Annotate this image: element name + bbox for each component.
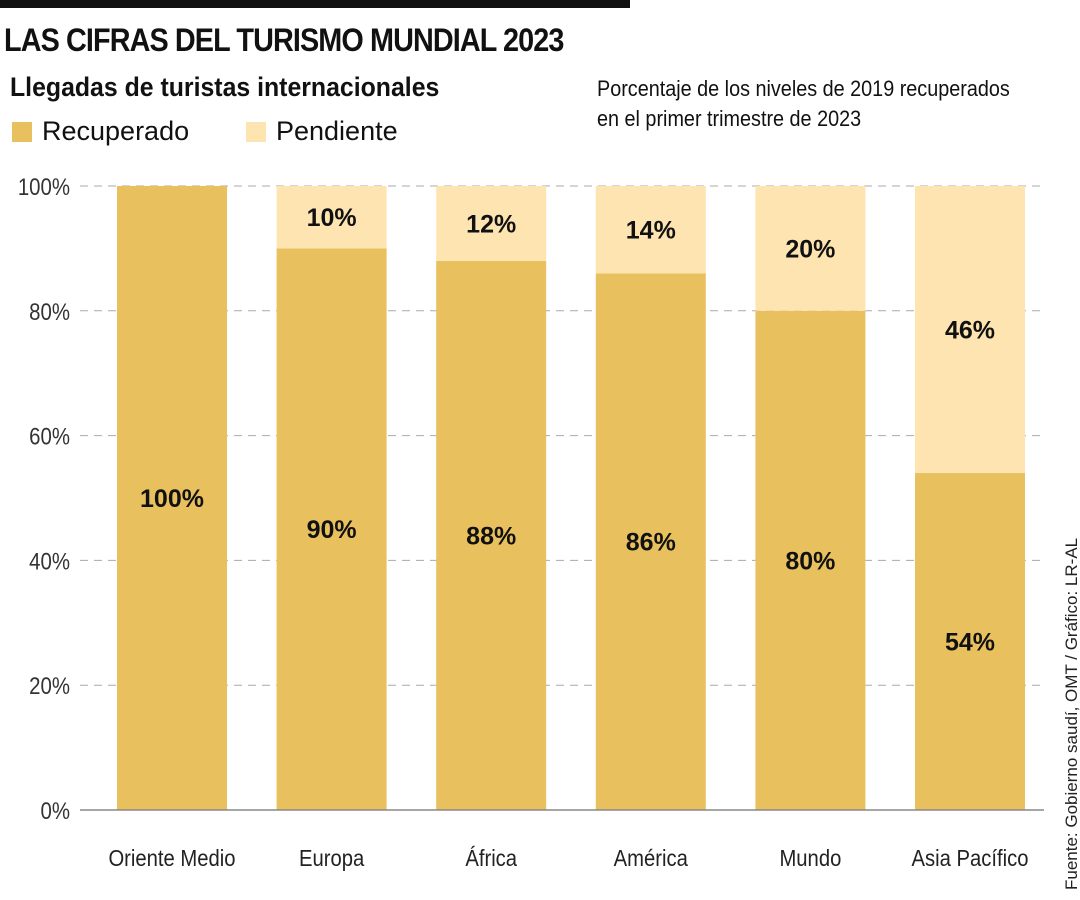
bar-recuperado: [276, 248, 387, 810]
legend-swatch-pendiente: [246, 121, 266, 142]
bar-recuperado: [755, 310, 866, 810]
data-label: 14%: [626, 217, 676, 245]
x-tick-label: Oriente Medio: [108, 845, 235, 872]
data-label: 10%: [307, 204, 357, 232]
data-label: 88%: [466, 522, 516, 550]
top-rule: [0, 0, 630, 8]
bar-pendiente: [595, 186, 706, 274]
legend-recuperado: Recuperado: [12, 116, 189, 147]
chart-note: Porcentaje de los niveles de 2019 recupe…: [597, 74, 1010, 134]
x-tick-label: África: [465, 845, 518, 872]
data-label: 46%: [945, 317, 995, 345]
bar-recuperado: [117, 186, 227, 810]
data-label: 80%: [785, 547, 835, 575]
y-tick-label: 0%: [41, 797, 70, 824]
bar-pendiente: [276, 186, 387, 249]
y-tick-label: 20%: [29, 673, 70, 700]
y-tick-label: 100%: [18, 173, 70, 200]
chart-subtitle: Llegadas de turistas internacionales: [10, 72, 440, 102]
x-tick-label: América: [614, 845, 689, 872]
data-label: 100%: [140, 485, 204, 513]
bar-pendiente: [915, 186, 1025, 474]
bar-pendiente: [436, 186, 547, 261]
data-label: 12%: [466, 210, 516, 238]
y-tick-label: 80%: [29, 298, 70, 325]
legend-label: Recuperado: [42, 116, 190, 146]
chart-title: LAS CIFRAS DEL TURISMO MUNDIAL 2023: [4, 22, 564, 58]
bar-recuperado: [595, 273, 706, 810]
x-tick-label: Asia Pacífico: [912, 845, 1029, 872]
legend-pendiente: Pendiente: [246, 116, 398, 147]
legend-label: Pendiente: [276, 116, 398, 146]
data-label: 20%: [785, 235, 835, 263]
data-label: 86%: [626, 529, 676, 557]
note-line: en el primer trimestre de 2023: [597, 106, 862, 131]
y-tick-label: 40%: [29, 548, 70, 575]
bar-pendiente: [755, 186, 866, 311]
note-line: Porcentaje de los niveles de 2019 recupe…: [597, 76, 1010, 101]
x-tick-label: Europa: [299, 845, 365, 872]
bar-recuperado: [915, 473, 1025, 810]
bar-recuperado: [436, 260, 547, 810]
data-label: 54%: [945, 629, 995, 657]
data-label: 90%: [307, 516, 357, 544]
x-tick-label: Mundo: [779, 845, 841, 872]
legend-swatch-recuperado: [12, 121, 32, 142]
y-tick-label: 60%: [29, 423, 70, 450]
